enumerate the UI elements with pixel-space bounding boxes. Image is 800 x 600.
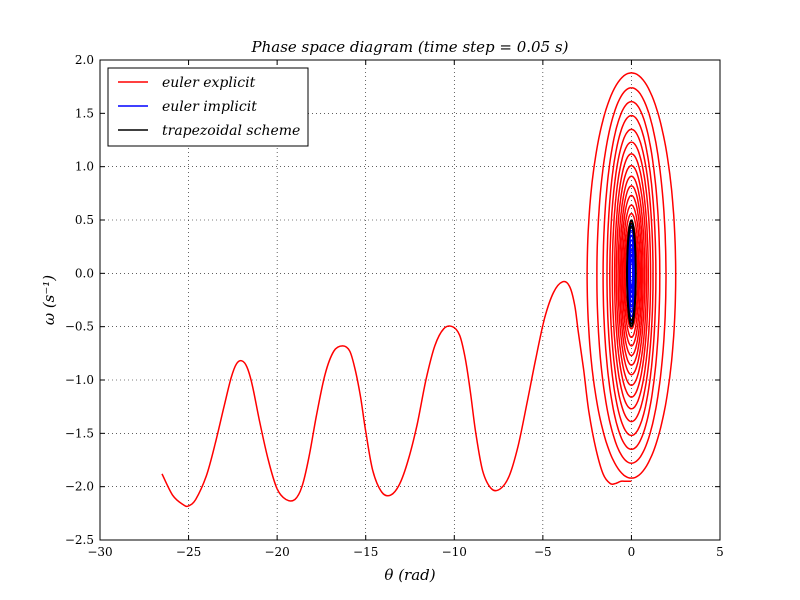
euler-explicit-spiral-loop (613, 153, 650, 398)
x-tick-label: −20 (264, 545, 289, 559)
euler-explicit-spiral-loop (621, 204, 642, 347)
euler-explicit-spiral-loop (606, 114, 657, 437)
euler-explicit-spiral-loop (617, 175, 646, 376)
x-tick-label: −25 (176, 545, 201, 559)
euler-explicit-spiral-loop (623, 212, 640, 339)
plot-frame (99, 59, 721, 541)
y-tick-label: 1.5 (75, 106, 94, 120)
chart-title: Phase space diagram (time step = 0.05 s) (251, 38, 569, 56)
euler-explicit-spiral-loop (611, 141, 652, 410)
legend-label: trapezoidal scheme (162, 123, 300, 139)
x-tick-label: −5 (534, 545, 552, 559)
y-tick-label: −2.5 (65, 533, 94, 547)
legend-box (107, 67, 309, 147)
x-tick-label: −30 (87, 545, 112, 559)
x-tick-label: −10 (442, 545, 467, 559)
plot-area (161, 72, 677, 508)
euler-explicit-spiral-loop (596, 86, 667, 464)
y-tick-label: −0.5 (65, 320, 94, 334)
legend-label: euler implicit (162, 99, 257, 115)
y-tick-label: 2.0 (75, 53, 94, 67)
y-tick-label: −2.0 (65, 480, 94, 494)
x-axis-label: θ (rad) (384, 566, 435, 584)
euler-explicit-spiral-loop (624, 221, 639, 330)
series-euler-explicit-line (161, 280, 632, 508)
y-tick-label: −1.0 (65, 373, 94, 387)
y-tick-label: 0.5 (75, 213, 94, 227)
y-axis-label: ω (s⁻¹) (40, 275, 58, 325)
y-tick-label: 0.0 (75, 266, 94, 280)
euler-explicit-spiral-loop (620, 194, 643, 357)
euler-explicit-spiral-loop (609, 128, 654, 423)
y-tick-label: 1.0 (75, 160, 94, 174)
x-tick-label: −15 (353, 545, 378, 559)
euler-explicit-spiral-loop (602, 100, 661, 451)
series-layer (161, 72, 677, 508)
x-tick-label: 5 (716, 545, 724, 559)
euler-explicit-spiral-loop (618, 185, 644, 366)
euler-explicit-spiral-loop (586, 72, 677, 479)
legend: euler explicit euler implicit trapezoidal … (107, 67, 309, 147)
trapezoidal-loop (626, 219, 637, 328)
y-tick-label: −1.5 (65, 426, 94, 440)
x-tick-label: 0 (628, 545, 636, 559)
legend-label: euler explicit (162, 75, 256, 91)
euler-explicit-spiral-loop (615, 164, 648, 387)
axis-ticks: −30 −25 −20 −15 −10 −5 0 5 −2.5 −2.0 −1.5 −1.0 −0.5 0… (65, 53, 724, 559)
